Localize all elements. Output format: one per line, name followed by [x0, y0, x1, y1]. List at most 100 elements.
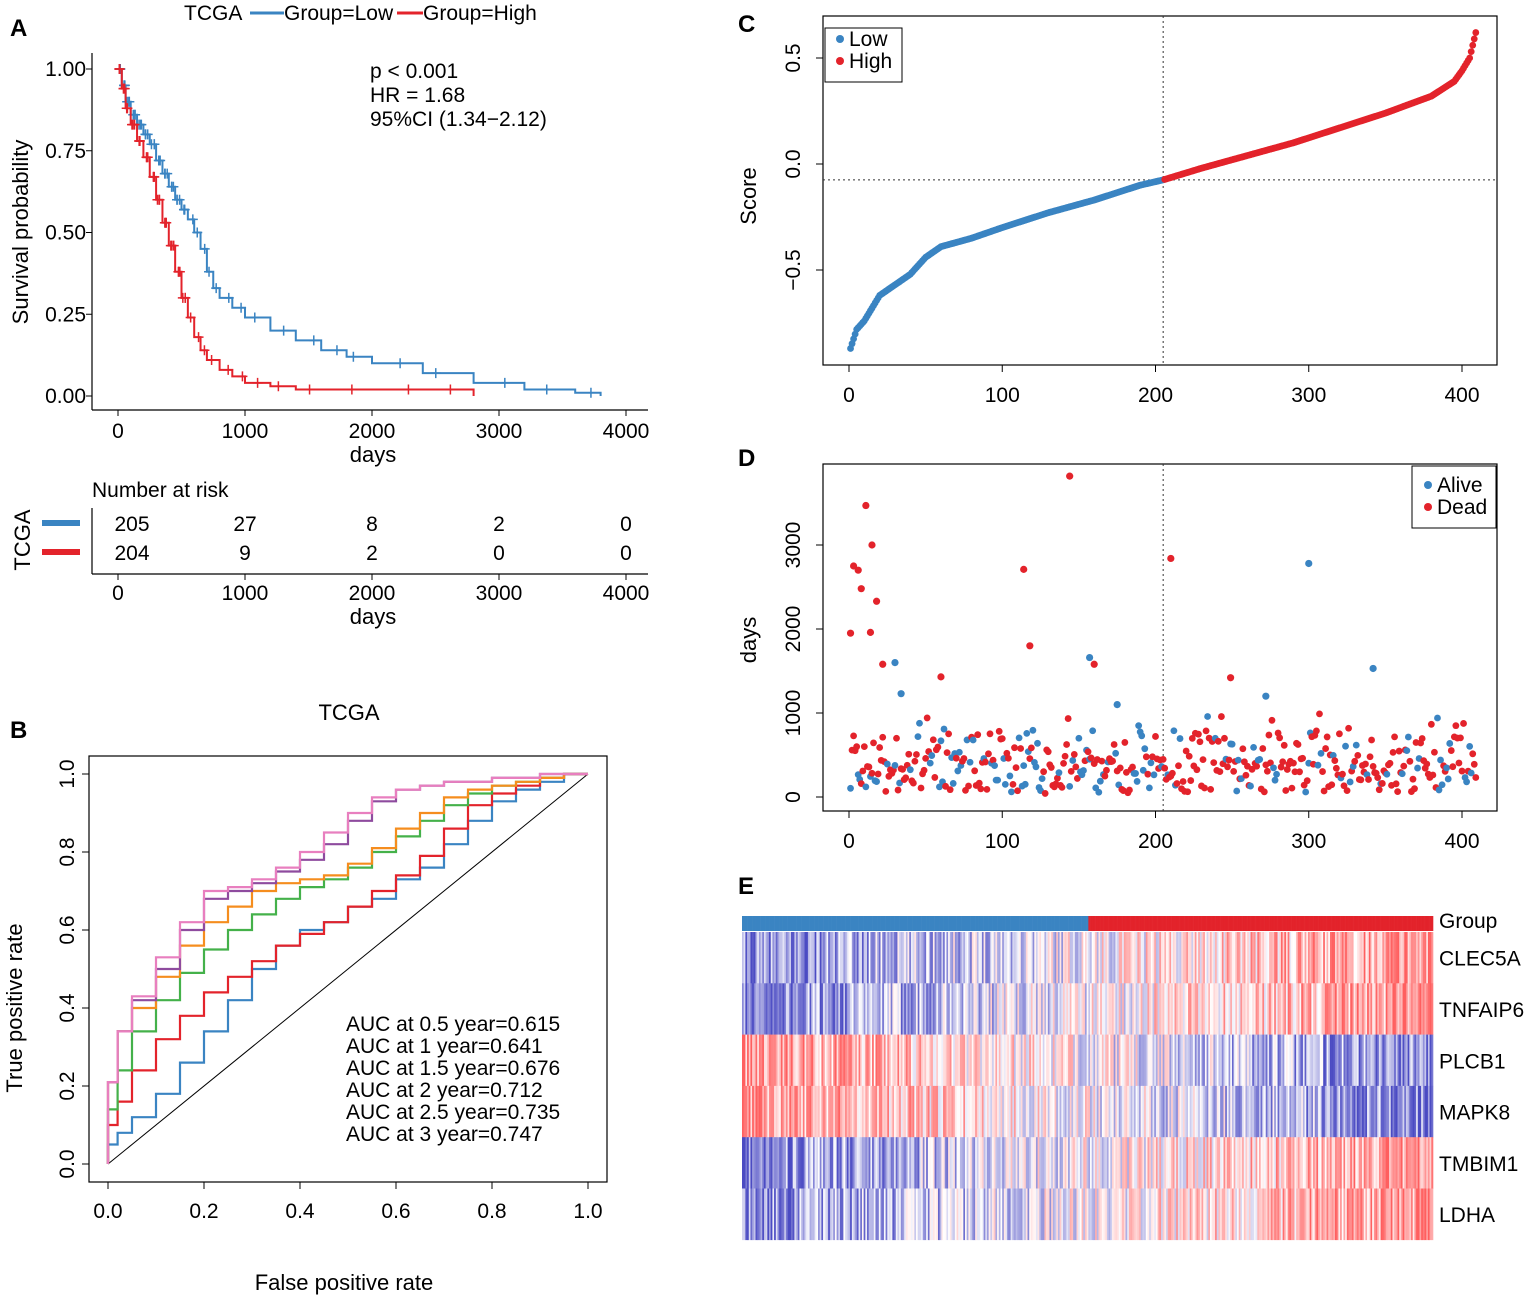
heatmap-cell: [850, 1034, 853, 1087]
heatmap-cell: [1343, 1137, 1346, 1189]
heatmap-cell: [973, 1034, 976, 1087]
heatmap-cell: [858, 932, 861, 984]
heatmap-group-cell: [1039, 916, 1042, 931]
heatmap-cell: [1199, 983, 1202, 1035]
status-point: [1268, 716, 1276, 724]
heatmap-cell: [963, 932, 966, 984]
heatmap-group-cell: [1076, 916, 1079, 931]
heatmap-cell: [787, 1085, 790, 1138]
heatmap-cell: [1020, 1137, 1023, 1189]
heatmap-cell: [1002, 932, 1005, 984]
heatmap-cell: [1416, 1137, 1419, 1189]
heatmap-cell: [1252, 1188, 1255, 1241]
heatmap-cell: [1171, 1034, 1174, 1087]
status-point: [876, 744, 884, 751]
heatmap-cell: [1275, 1137, 1278, 1189]
heatmap-group-cell: [1240, 916, 1243, 931]
heatmap-cell: [1377, 1188, 1380, 1241]
heatmap-cell: [1081, 1137, 1084, 1189]
heatmap-cell: [961, 1085, 964, 1138]
heatmap-group-cell: [1090, 916, 1093, 931]
km-censor-mark: [499, 377, 510, 388]
heatmap-cell: [765, 1085, 768, 1138]
heatmap-cell: [1395, 1188, 1398, 1241]
heatmap-group-cell: [1081, 916, 1084, 931]
heatmap-group-cell: [1084, 916, 1087, 931]
heatmap-cell: [1345, 932, 1348, 984]
heatmap-cell: [1208, 932, 1211, 984]
heatmap-cell: [905, 983, 908, 1035]
heatmap-cell: [1340, 1137, 1343, 1189]
heatmap-cell: [868, 1137, 871, 1189]
risk-table-cell: 9: [239, 542, 251, 565]
heatmap-cell: [1078, 1188, 1081, 1241]
heatmap-cell: [1054, 1034, 1057, 1087]
heatmap-cell: [1338, 1085, 1341, 1138]
heatmap-cell: [1093, 1034, 1096, 1087]
heatmap-cell: [986, 1034, 989, 1087]
heatmap-cell: [1421, 983, 1424, 1035]
heatmap-cell: [838, 1034, 841, 1087]
heatmap-cell: [1233, 1034, 1236, 1087]
heatmap-cell: [1005, 983, 1008, 1035]
heatmap-group-cell: [802, 916, 805, 931]
heatmap-cell: [1069, 1188, 1072, 1241]
status-point: [1011, 744, 1018, 752]
heatmap-cell: [1034, 1137, 1037, 1189]
heatmap-cell: [929, 1085, 932, 1138]
heatmap-cell: [1110, 1034, 1113, 1087]
heatmap-cell: [1041, 1034, 1044, 1087]
heatmap-cell: [850, 1085, 853, 1138]
status-point: [1185, 752, 1193, 760]
heatmap-cell: [1101, 983, 1104, 1035]
heatmap-cell: [752, 1188, 755, 1241]
heatmap-cell: [1348, 932, 1351, 984]
heatmap-cell: [1245, 1188, 1248, 1241]
heatmap-cell: [1274, 1034, 1277, 1087]
heatmap-cell: [877, 1137, 880, 1189]
heatmap-group-cell: [1145, 916, 1148, 931]
heatmap-group-cell: [1230, 916, 1233, 931]
roc-legend-entry: AUC at 1.5 year=0.676: [346, 1057, 560, 1080]
status-point: [1054, 774, 1061, 782]
roc-y-tick-label: 0.4: [56, 993, 79, 1023]
heatmap-cell: [1012, 983, 1015, 1035]
heatmap-cell: [1362, 1034, 1365, 1087]
heatmap-cell: [1409, 1188, 1412, 1241]
heatmap-cell: [1237, 1137, 1240, 1189]
heatmap-cell: [1209, 932, 1212, 984]
heatmap-cell: [894, 983, 897, 1035]
heatmap-cell: [1071, 983, 1074, 1035]
heatmap-cell: [983, 1034, 986, 1087]
status-point: [1406, 757, 1414, 765]
heatmap-cell: [1209, 1188, 1212, 1241]
status-point: [883, 760, 891, 768]
heatmap-group-cell: [954, 916, 957, 931]
heatmap-gene-label: TMBIM1: [1439, 1153, 1518, 1176]
heatmap-cell: [1350, 1188, 1353, 1241]
heatmap-cell: [900, 983, 903, 1035]
heatmap-cell: [1086, 932, 1089, 984]
heatmap-group-cell: [1108, 916, 1111, 931]
heatmap-cell: [1279, 983, 1282, 1035]
roc-curves: [106, 772, 588, 1164]
heatmap-cell: [973, 1085, 976, 1138]
heatmap-cell: [1059, 1085, 1062, 1138]
status-point: [1262, 692, 1270, 700]
heatmap-cell: [973, 1137, 976, 1189]
heatmap-group-cell: [926, 916, 929, 931]
heatmap-cell: [1030, 932, 1033, 984]
heatmap-group-cell: [816, 916, 819, 931]
heatmap-cell: [1098, 1188, 1101, 1241]
heatmap-cell: [848, 1085, 851, 1138]
heatmap-cell: [956, 1085, 959, 1138]
heatmap-cell: [998, 1137, 1001, 1189]
heatmap-group-cell: [1125, 916, 1128, 931]
status-point: [1139, 766, 1147, 774]
risk-x-tick-label: 3000: [476, 582, 523, 605]
heatmap-group-cell: [1355, 916, 1358, 931]
heatmap-cell: [867, 983, 870, 1035]
heatmap-cell: [1157, 1034, 1160, 1087]
heatmap-group-cell: [1231, 916, 1234, 931]
